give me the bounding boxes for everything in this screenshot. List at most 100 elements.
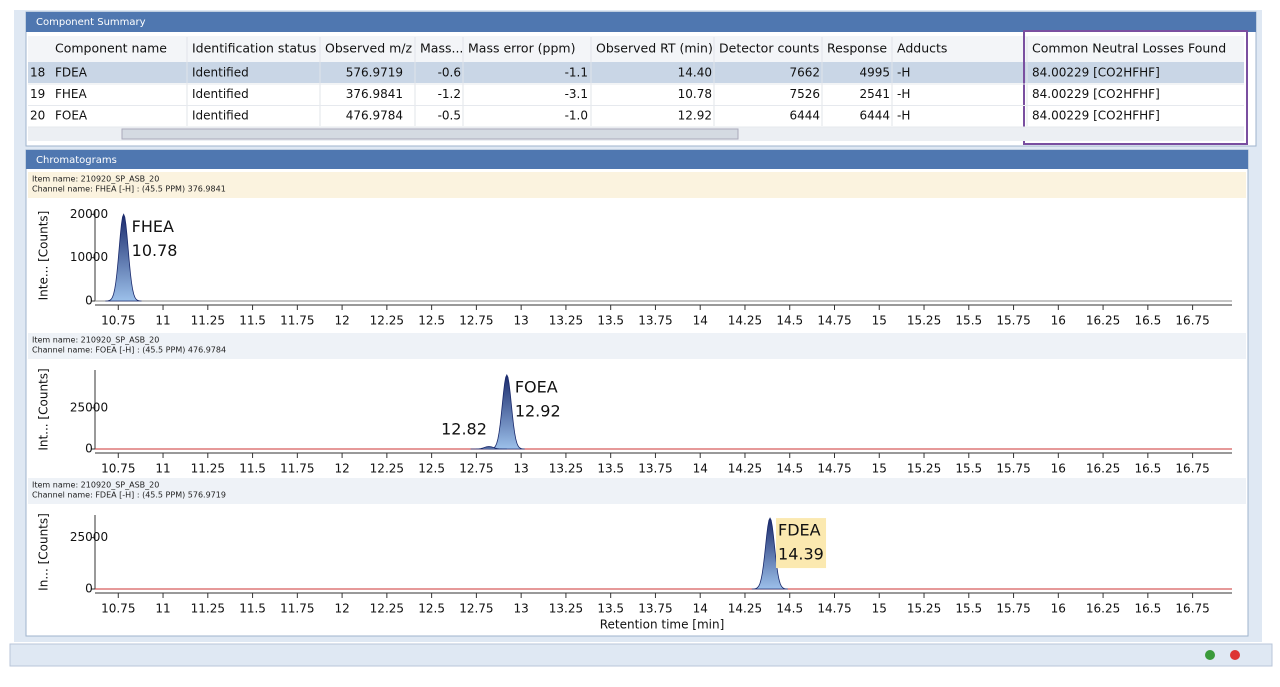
x-tick-label: 11.5	[239, 462, 266, 476]
x-tick-label: 10.75	[101, 462, 135, 476]
cell: FDEA	[55, 66, 88, 80]
x-tick-label: 15.25	[907, 602, 941, 616]
chrom-panel	[25, 149, 1249, 637]
x-tick-label: 13.75	[638, 462, 672, 476]
x-tick-label: 14.5	[776, 462, 803, 476]
x-tick-label: 13.5	[597, 314, 624, 328]
chrom-title[interactable]: Chromatograms	[36, 155, 117, 166]
x-tick-label: 13.75	[638, 602, 672, 616]
peak-name: FDEA	[778, 521, 821, 540]
x-tick-label: 11.5	[239, 602, 266, 616]
x-tick-label: 15.5	[955, 462, 982, 476]
cell: FOEA	[55, 109, 88, 123]
cell: -1.1	[565, 66, 588, 80]
cell: Identified	[192, 87, 249, 101]
peak	[105, 213, 142, 302]
summary-titlebar	[26, 12, 1256, 32]
y-tick-label: 20000	[70, 207, 108, 221]
peak-name: FHEA	[132, 217, 174, 236]
x-tick-label: 16.5	[1134, 602, 1161, 616]
x-tick-label: 15.25	[907, 314, 941, 328]
cell: -0.5	[438, 109, 461, 123]
x-tick-label: 16	[1051, 602, 1066, 616]
cell: -H	[897, 66, 910, 80]
panel-info-bg	[28, 333, 1246, 359]
scroll-thumb[interactable]	[121, 128, 739, 140]
cell: 6444	[859, 109, 890, 123]
column-header[interactable]: Component name	[55, 41, 167, 56]
x-tick-label: 16	[1051, 462, 1066, 476]
x-tick-label: 11.75	[280, 314, 314, 328]
x-tick-label: 16.25	[1086, 462, 1120, 476]
column-header[interactable]: Detector counts	[719, 41, 819, 56]
x-tick-label: 12	[334, 602, 349, 616]
x-tick-label: 15.75	[996, 602, 1030, 616]
x-tick-label: 11.25	[191, 602, 225, 616]
x-tick-label: 11	[155, 462, 170, 476]
cell: 376.9841	[346, 87, 403, 101]
column-header[interactable]: Mass...	[420, 41, 463, 56]
status-ok[interactable]	[1205, 650, 1215, 660]
x-axis-label: Retention time [min]	[600, 618, 725, 632]
x-tick-label: 11.75	[280, 462, 314, 476]
x-tick-label: 15.5	[955, 602, 982, 616]
x-tick-label: 13.5	[597, 602, 624, 616]
x-tick-label: 15.5	[955, 314, 982, 328]
cell: 6444	[789, 109, 820, 123]
x-tick-label: 12.75	[459, 314, 493, 328]
x-tick-label: 12.5	[418, 314, 445, 328]
cell: -H	[897, 109, 910, 123]
column-header[interactable]: Observed RT (min)	[596, 41, 713, 56]
x-tick-label: 16.75	[1175, 602, 1209, 616]
row-number: 19	[30, 87, 45, 101]
x-tick-label: 12.75	[459, 602, 493, 616]
panel-info-bg	[28, 172, 1246, 198]
cell: 7662	[789, 66, 820, 80]
status-bar	[9, 643, 1273, 667]
column-header[interactable]: Common Neutral Losses Found	[1032, 41, 1226, 56]
y-axis-label: In... [Counts]	[37, 513, 51, 591]
peak-rt: 12.92	[515, 401, 561, 420]
x-tick-label: 12	[334, 462, 349, 476]
x-tick-label: 13.25	[549, 462, 583, 476]
y-tick-label: 0	[85, 442, 93, 456]
column-header[interactable]: Observed m/z	[325, 41, 412, 56]
selected-row[interactable]	[28, 62, 1244, 83]
highlight-box	[1023, 30, 1248, 145]
x-tick-label: 13	[514, 602, 529, 616]
cell: 84.00229 [CO2HFHF]	[1032, 109, 1160, 123]
peak-name: FOEA	[515, 377, 558, 396]
x-tick-label: 16.25	[1086, 602, 1120, 616]
column-header[interactable]: Response	[827, 41, 887, 56]
x-tick-label: 15	[872, 602, 887, 616]
x-tick-label: 14	[693, 462, 708, 476]
summary-title[interactable]: Component Summary	[36, 17, 146, 28]
y-tick-label: 25000	[70, 400, 108, 414]
x-tick-label: 14.5	[776, 314, 803, 328]
x-tick-label: 14.25	[728, 314, 762, 328]
cell: 84.00229 [CO2HFHF]	[1032, 87, 1160, 101]
y-axis-label: Inte... [Counts]	[37, 211, 51, 301]
cell: -1.2	[438, 87, 461, 101]
x-tick-label: 16.5	[1134, 462, 1161, 476]
peak	[470, 446, 507, 450]
status-stop[interactable]	[1230, 650, 1240, 660]
x-tick-label: 12.5	[418, 602, 445, 616]
channel-name: Channel name: FHEA [-H] : (45.5 PPM) 376…	[32, 185, 226, 194]
cell: 12.92	[678, 109, 712, 123]
cell: 576.9719	[346, 66, 403, 80]
x-tick-label: 14.75	[817, 602, 851, 616]
peak-label-highlight	[776, 518, 827, 569]
row-number: 20	[30, 109, 45, 123]
column-header[interactable]: Identification status	[192, 41, 316, 56]
cell: -0.6	[438, 66, 461, 80]
x-tick-label: 14	[693, 602, 708, 616]
column-header[interactable]: Mass error (ppm)	[468, 41, 575, 56]
column-header[interactable]: Adducts	[897, 41, 947, 56]
x-tick-label: 11	[155, 314, 170, 328]
x-tick-label: 13	[514, 314, 529, 328]
x-tick-label: 13.25	[549, 314, 583, 328]
x-tick-label: 11.25	[191, 462, 225, 476]
cell: 476.9784	[346, 109, 403, 123]
x-tick-label: 14.25	[728, 602, 762, 616]
